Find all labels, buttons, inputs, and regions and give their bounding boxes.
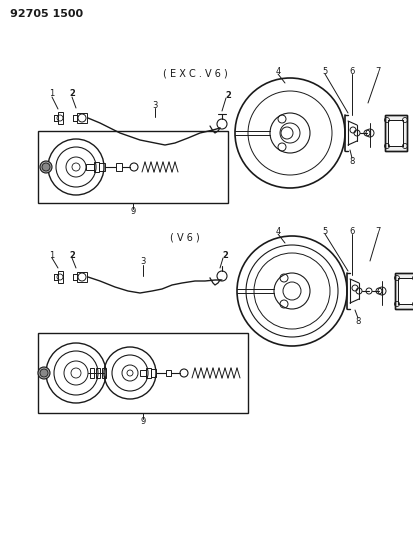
Text: 5: 5 bbox=[323, 67, 328, 76]
Text: 2: 2 bbox=[69, 90, 75, 99]
Bar bbox=[395, 273, 413, 309]
Bar bbox=[86, 164, 94, 170]
Text: 2: 2 bbox=[69, 251, 75, 260]
Circle shape bbox=[38, 367, 50, 379]
Bar bbox=[58, 271, 63, 283]
Bar bbox=[385, 115, 407, 151]
Text: 4: 4 bbox=[275, 227, 280, 236]
Bar bbox=[116, 163, 122, 171]
Bar bbox=[96, 368, 100, 378]
Text: 9: 9 bbox=[131, 207, 135, 216]
Bar bbox=[140, 370, 146, 376]
Text: 92705 1500: 92705 1500 bbox=[10, 9, 83, 19]
Bar bbox=[395, 273, 413, 309]
Text: 4: 4 bbox=[275, 67, 280, 76]
Text: 3: 3 bbox=[152, 101, 158, 109]
Bar bbox=[90, 368, 94, 378]
Text: 7: 7 bbox=[375, 67, 381, 76]
Text: 1: 1 bbox=[50, 90, 55, 99]
Bar bbox=[58, 112, 63, 124]
Bar bbox=[146, 368, 151, 378]
Text: 8: 8 bbox=[349, 157, 355, 166]
Bar bbox=[94, 162, 99, 172]
Circle shape bbox=[40, 161, 52, 173]
Bar bbox=[151, 369, 156, 377]
Text: 1: 1 bbox=[50, 251, 55, 260]
Bar bbox=[77, 113, 87, 123]
Text: 7: 7 bbox=[375, 227, 381, 236]
Text: 8: 8 bbox=[355, 317, 361, 326]
Text: 5: 5 bbox=[323, 227, 328, 236]
Bar bbox=[388, 120, 403, 146]
Text: 6: 6 bbox=[349, 67, 355, 76]
Text: 9: 9 bbox=[140, 417, 146, 426]
Text: ( E X C . V 6 ): ( E X C . V 6 ) bbox=[163, 68, 228, 78]
Bar bbox=[77, 272, 87, 282]
Bar bbox=[102, 368, 106, 378]
Bar bbox=[385, 115, 407, 151]
Text: 2: 2 bbox=[222, 251, 228, 260]
Bar bbox=[398, 278, 413, 304]
Circle shape bbox=[42, 163, 50, 171]
Bar bbox=[38, 131, 228, 203]
Bar bbox=[388, 120, 403, 146]
Bar bbox=[99, 163, 105, 171]
Bar bbox=[38, 333, 248, 413]
Text: 2: 2 bbox=[225, 91, 231, 100]
Bar bbox=[166, 370, 171, 376]
Text: 3: 3 bbox=[140, 257, 146, 266]
Bar bbox=[398, 278, 413, 304]
Circle shape bbox=[40, 369, 48, 377]
Text: ( V 6 ): ( V 6 ) bbox=[170, 233, 200, 243]
Text: 6: 6 bbox=[349, 227, 355, 236]
